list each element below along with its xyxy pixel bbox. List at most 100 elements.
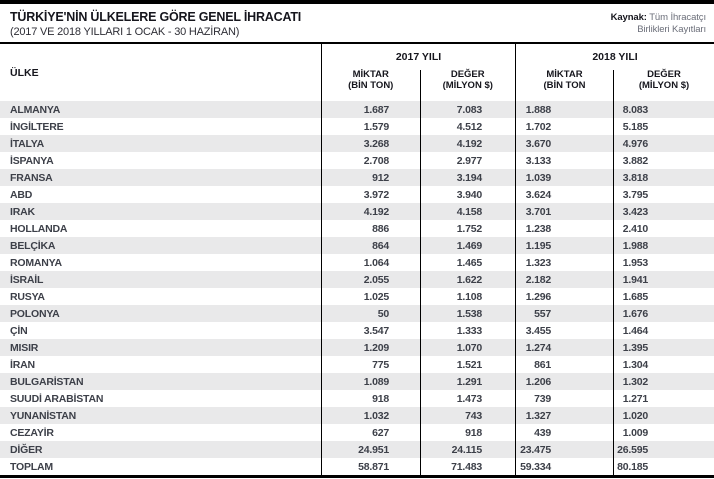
cell-2018-deger: 80.185	[617, 460, 648, 473]
cell-2017-miktar: 3.972	[322, 186, 421, 203]
cell-2018-deger: 1.953	[622, 256, 648, 269]
cell-2018-miktar: 1.888	[516, 101, 614, 118]
header-2017-deger-line2: (MİLYON $)	[442, 79, 493, 91]
cell-2017-miktar: 3.547	[322, 322, 421, 339]
cell-country: IRAK	[0, 203, 322, 220]
header-2018-miktar-line2: (BİN TON	[543, 79, 586, 91]
cell-2017-deger: 3.940	[421, 186, 516, 203]
cell-2017-miktar: 627	[322, 424, 421, 441]
cell-country: POLONYA	[0, 305, 322, 322]
cell-2018-miktar: 3.455	[516, 322, 614, 339]
cell-2018-deger: 3.882	[622, 154, 648, 167]
cell-2017-miktar: 2.708	[322, 152, 421, 169]
cell-2017-deger: 1.333	[421, 322, 516, 339]
cell-2018-deger: 3.795	[622, 188, 648, 201]
cell-2018-deger: 1.676	[622, 307, 648, 320]
cell-2018-deger: 8.083	[622, 103, 648, 116]
cell-2017-miktar: 4.192	[322, 203, 421, 220]
cell-country: FRANSA	[0, 169, 322, 186]
table-row: İSPANYA 2.708 2.977 3.133 3.882	[0, 152, 714, 169]
cell-2018-miktar: 1.039	[516, 169, 614, 186]
title-group: TÜRKİYE'NİN ÜLKELERE GÖRE GENEL İHRACATI…	[10, 10, 301, 38]
year-2017-label: 2017 YILI	[395, 51, 442, 63]
cell-2018-miktar: 439	[516, 424, 614, 441]
cell-2018-miktar: 557	[516, 305, 614, 322]
cell-2018-miktar: 1.327	[516, 407, 614, 424]
table-row: BULGARİSTAN 1.089 1.291 1.206 1.302	[0, 373, 714, 390]
source-note: Kaynak: Tüm İhracatçı Birlikleri Kayıtla…	[611, 10, 707, 36]
table-header: ÜLKE 2017 YILI MİKTAR (BİN TON) DEĞER (M…	[0, 44, 714, 101]
table-row: ÇİN 3.547 1.333 3.455 1.464	[0, 322, 714, 339]
cell-2018-deger: 3.818	[622, 171, 648, 184]
cell-2018-deger: 1.941	[622, 273, 648, 286]
table-row: TOPLAM 58.871 71.483 59.334 80.185	[0, 458, 714, 475]
year-2018-label: 2018 YILI	[592, 51, 638, 63]
table-row: DİĞER 24.951 24.115 23.475 26.595	[0, 441, 714, 458]
page-subtitle: (2017 VE 2018 YILLARI 1 OCAK - 30 HAZİRA…	[10, 26, 240, 38]
cell-country: ABD	[0, 186, 322, 203]
cell-2018-miktar: 1.274	[516, 339, 614, 356]
cell-2017-miktar: 24.951	[322, 441, 421, 458]
header-2017-deger-line1: DEĞER	[450, 69, 485, 80]
cell-2017-miktar: 2.055	[322, 271, 421, 288]
cell-2017-deger: 1.469	[421, 237, 516, 254]
cell-2018-miktar: 1.323	[516, 254, 614, 271]
cell-country: İSPANYA	[0, 152, 322, 169]
cell-2017-deger: 1.291	[421, 373, 516, 390]
cell-2018-miktar: 1.195	[516, 237, 614, 254]
cell-2018-deger: 3.423	[622, 205, 648, 218]
cell-country: ROMANYA	[0, 254, 322, 271]
cell-2018-deger: 1.685	[622, 290, 648, 303]
cell-2017-deger: 71.483	[421, 458, 516, 475]
table-row: RUSYA 1.025 1.108 1.296 1.685	[0, 288, 714, 305]
header-2018-deger: DEĞER (MİLYON $)	[614, 69, 714, 101]
title-block: TÜRKİYE'NİN ÜLKELERE GÖRE GENEL İHRACATI…	[0, 4, 714, 42]
header-2017-miktar: MİKTAR (BİN TON)	[322, 69, 421, 101]
cell-country: BULGARİSTAN	[0, 373, 322, 390]
cell-2018-deger: 1.302	[622, 375, 648, 388]
cell-2018-miktar: 2.182	[516, 271, 614, 288]
cell-2017-deger: 1.108	[421, 288, 516, 305]
table-row: POLONYA 50 1.538 557 1.676	[0, 305, 714, 322]
cell-2018-miktar: 739	[516, 390, 614, 407]
cell-2017-miktar: 1.579	[322, 118, 421, 135]
cell-2018-miktar: 1.296	[516, 288, 614, 305]
cell-2017-miktar: 886	[322, 220, 421, 237]
cell-country: İSRAİL	[0, 271, 322, 288]
cell-2017-deger: 1.752	[421, 220, 516, 237]
cell-2018-miktar: 59.334	[516, 458, 614, 475]
cell-2018-miktar: 1.238	[516, 220, 614, 237]
cell-2017-deger: 1.521	[421, 356, 516, 373]
cell-2017-deger: 1.622	[421, 271, 516, 288]
table-row: ROMANYA 1.064 1.465 1.323 1.953	[0, 254, 714, 271]
cell-2018-deger: 26.595	[617, 443, 648, 456]
cell-country: CEZAYİR	[0, 424, 322, 441]
cell-2017-deger: 1.473	[421, 390, 516, 407]
table-row: FRANSA 912 3.194 1.039 3.818	[0, 169, 714, 186]
cell-2018-miktar: 861	[516, 356, 614, 373]
table-row: YUNANİSTAN 1.032 743 1.327 1.020	[0, 407, 714, 424]
table-row: İTALYA 3.268 4.192 3.670 4.976	[0, 135, 714, 152]
cell-country: İRAN	[0, 356, 322, 373]
table-row: HOLLANDA 886 1.752 1.238 2.410	[0, 220, 714, 237]
cell-2017-deger: 1.070	[421, 339, 516, 356]
cell-2017-miktar: 50	[322, 305, 421, 322]
cell-2017-deger: 4.192	[421, 135, 516, 152]
cell-2017-deger: 24.115	[421, 441, 516, 458]
cell-2017-miktar: 1.089	[322, 373, 421, 390]
table-row: İNGİLTERE 1.579 4.512 1.702 5.185	[0, 118, 714, 135]
header-2018-miktar-line1: MİKTAR	[546, 69, 583, 80]
cell-country: RUSYA	[0, 288, 322, 305]
cell-2018-miktar: 1.702	[516, 118, 614, 135]
source-line2: Birlikleri Kayıtları	[637, 23, 706, 35]
cell-2018-deger: 1.988	[622, 239, 648, 252]
header-2018-miktar: MİKTAR (BİN TON	[516, 69, 614, 101]
table-body: ALMANYA 1.687 7.083 1.888 8.083 İNGİLTER…	[0, 101, 714, 475]
cell-2017-deger: 918	[421, 424, 516, 441]
cell-2018-miktar: 1.206	[516, 373, 614, 390]
table-row: ABD 3.972 3.940 3.624 3.795	[0, 186, 714, 203]
cell-2018-deger: 2.410	[622, 222, 648, 235]
cell-2017-deger: 4.512	[421, 118, 516, 135]
cell-2017-miktar: 864	[322, 237, 421, 254]
cell-2018-miktar: 3.624	[516, 186, 614, 203]
